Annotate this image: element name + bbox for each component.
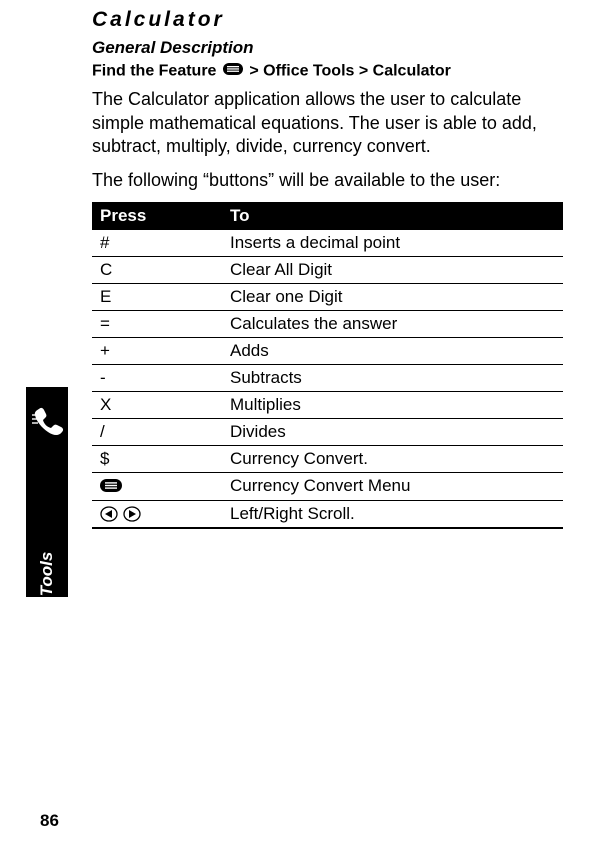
find-feature-prefix: Find the Feature [92,63,216,80]
table-header-press: Press [92,202,222,230]
table-cell-to: Subtracts [222,365,563,392]
table-cell-press: + [92,338,222,365]
table-cell-press: = [92,311,222,338]
table-cell-press: E [92,284,222,311]
table-row: #Inserts a decimal point [92,230,563,257]
table-cell-press [92,500,222,528]
table-row: CClear All Digit [92,257,563,284]
table-header-to: To [222,202,563,230]
left-arrow-icon [100,504,118,523]
page-number: 86 [40,811,59,831]
find-feature-line: Find the Feature > Office Tools > Calcul… [92,61,563,82]
table-row: =Calculates the answer [92,311,563,338]
side-tab-label: Office Tools [37,509,57,649]
table-row: Currency Convert Menu [92,473,563,501]
table-cell-to: Clear one Digit [222,284,563,311]
table-cell-press: C [92,257,222,284]
section-subtitle: General Description [92,38,563,58]
body-paragraph-1: The Calculator application allows the us… [92,88,563,158]
table-cell-press: # [92,230,222,257]
table-cell-to: Clear All Digit [222,257,563,284]
table-row: Left/Right Scroll. [92,500,563,528]
table-row: /Divides [92,419,563,446]
table-row: +Adds [92,338,563,365]
table-row: XMultiplies [92,392,563,419]
table-cell-press: - [92,365,222,392]
right-arrow-icon [123,504,141,523]
menu-pill-icon [223,61,243,82]
page-title: Calculator [92,8,563,32]
table-cell-press: / [92,419,222,446]
table-cell-to: Currency Convert. [222,446,563,473]
table-cell-to: Inserts a decimal point [222,230,563,257]
table-cell-to: Left/Right Scroll. [222,500,563,528]
menu-pill-icon [100,477,122,497]
table-cell-to: Divides [222,419,563,446]
table-row: $Currency Convert. [92,446,563,473]
find-feature-path: > Office Tools > Calculator [245,63,451,80]
table-cell-press: $ [92,446,222,473]
table-cell-press: X [92,392,222,419]
table-cell-to: Calculates the answer [222,311,563,338]
table-row: EClear one Digit [92,284,563,311]
buttons-table: Press To #Inserts a decimal pointCClear … [92,202,563,529]
side-tab: Office Tools [26,387,68,597]
table-cell-to: Multiplies [222,392,563,419]
table-cell-to: Currency Convert Menu [222,473,563,501]
table-cell-press [92,473,222,501]
phone-icon [30,405,64,444]
body-paragraph-2: The following “buttons” will be availabl… [92,169,563,192]
table-cell-to: Adds [222,338,563,365]
table-row: -Subtracts [92,365,563,392]
